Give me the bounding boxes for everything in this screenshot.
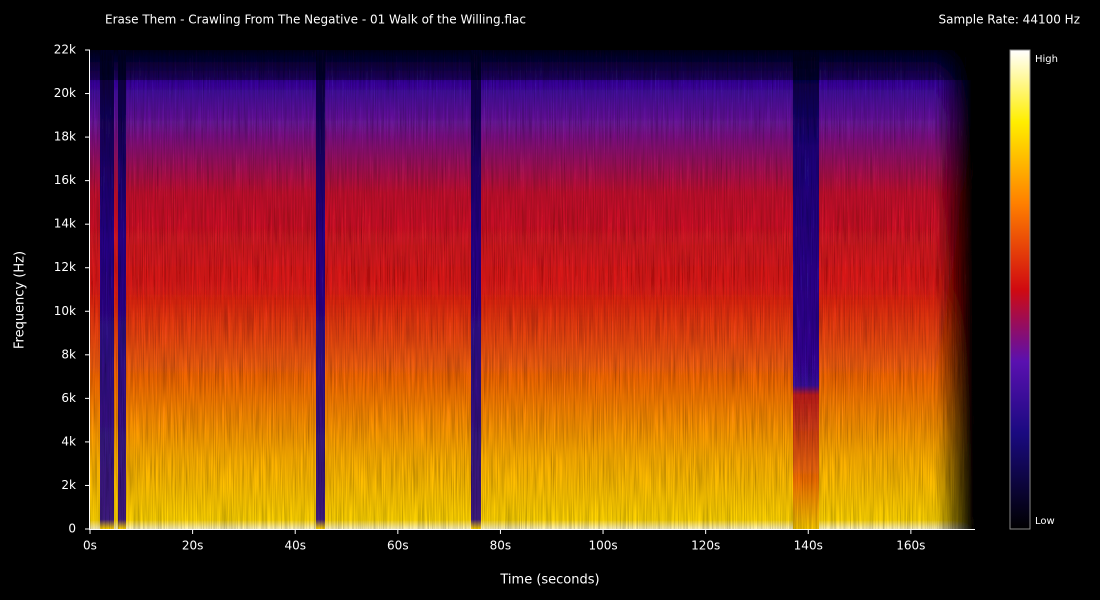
y-tick-label: 22k [54,43,76,57]
colorbar [1009,49,1031,530]
y-tick-label: 6k [61,391,76,405]
quiet-band [316,50,325,529]
x-tick-label: 0s [83,539,97,553]
x-axis-label: Time (seconds) [499,573,599,588]
y-tick-label: 20k [54,86,76,100]
y-tick-label: 16k [54,173,76,187]
x-tick-label: 40s [284,539,306,553]
y-tick-label: 8k [61,347,76,361]
x-tick-label: 80s [490,539,512,553]
y-tick-label: 18k [54,130,76,144]
x-tick-label: 140s [794,539,823,553]
x-tick-label: 60s [387,539,409,553]
spectrogram-image [90,50,975,529]
x-tick-label: 100s [588,539,617,553]
chart-subtitle: Sample Rate: 44100 Hz [939,13,1081,27]
y-axis-label: Frequency (Hz) [13,251,28,349]
y-tick-label: 0 [68,522,76,536]
quiet-band [793,50,819,529]
x-tick-label: 120s [691,539,720,553]
top-shade [90,50,975,80]
chart-title: Erase Them - Crawling From The Negative … [105,13,526,27]
colorbar-low: Low [1035,516,1055,527]
colorbar-high: High [1035,54,1058,65]
y-tick-label: 2k [61,478,76,492]
y-tick-label: 10k [54,304,76,318]
x-tick-label: 160s [896,539,925,553]
y-tick-label: 4k [61,434,76,448]
quiet-band [100,50,114,529]
quiet-band [471,50,481,529]
quiet-band [118,50,126,529]
spectrogram-fade [935,50,975,529]
x-tick-label: 20s [182,539,204,553]
y-tick-label: 14k [54,217,76,231]
y-tick-label: 12k [54,260,76,274]
